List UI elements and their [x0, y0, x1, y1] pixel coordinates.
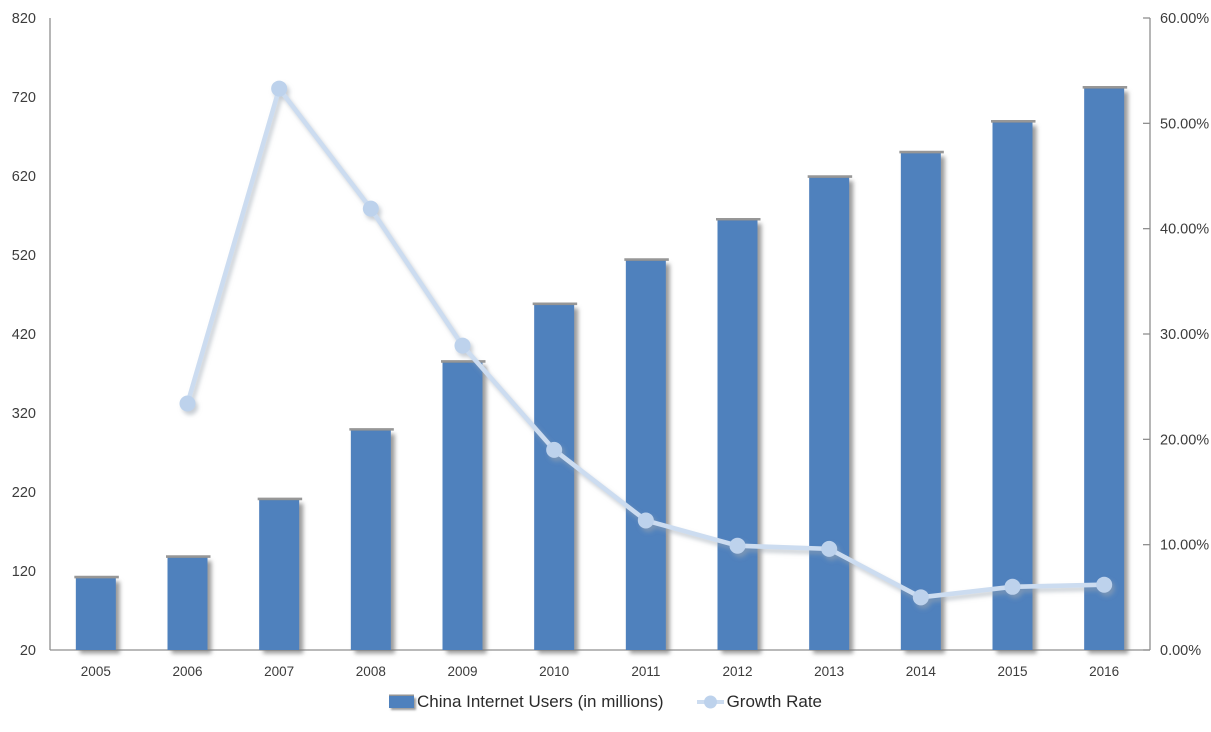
line-series-swatch-icon [696, 694, 724, 710]
growth-rate-marker-2006[interactable] [179, 395, 196, 412]
bar-2011[interactable] [625, 260, 666, 650]
bar-2009[interactable] [442, 362, 483, 650]
growth-rate-marker-2007[interactable] [271, 80, 288, 97]
y-axis-left-tick-label: 520 [12, 248, 36, 264]
bar-2016[interactable] [1084, 88, 1125, 650]
y-axis-left-tick-label: 20 [20, 643, 36, 659]
y-axis-left-tick-label: 120 [12, 564, 36, 580]
legend-item-internet-users[interactable]: China Internet Users (in millions) [388, 692, 664, 712]
y-axis-right-tick-label: 20.00% [1160, 432, 1209, 448]
growth-rate-marker-2013[interactable] [821, 540, 838, 557]
growth-rate-series [179, 80, 1113, 606]
x-axis-label-2008: 2008 [356, 664, 386, 679]
bar-2008[interactable] [350, 430, 391, 650]
growth-rate-marker-2015[interactable] [1004, 578, 1021, 595]
x-axis-label-2013: 2013 [814, 664, 844, 679]
growth-rate-marker-2011[interactable] [637, 512, 654, 529]
bar-2005[interactable] [75, 578, 116, 650]
growth-rate-marker-2008[interactable] [362, 200, 379, 217]
bar-2012[interactable] [717, 220, 758, 651]
bar-series-swatch-icon [388, 696, 414, 708]
growth-rate-marker-2014[interactable] [912, 589, 929, 606]
x-axis-label-2011: 2011 [631, 664, 660, 679]
y-axis-left-tick-label: 320 [12, 406, 36, 422]
x-axis-label-2015: 2015 [997, 664, 1027, 679]
y-axis-right-tick-label: 0.00% [1160, 643, 1201, 659]
x-axis-label-2009: 2009 [447, 664, 477, 679]
x-axis-label-2006: 2006 [172, 664, 202, 679]
growth-rate-marker-2009[interactable] [454, 337, 471, 354]
y-axis-left-tick-label: 820 [12, 11, 36, 27]
chart-legend: China Internet Users (in millions) Growt… [0, 692, 1211, 712]
x-axis-label-2012: 2012 [722, 664, 752, 679]
bar-2007[interactable] [259, 499, 300, 650]
y-axis-right-tick-label: 40.00% [1160, 222, 1209, 238]
y-axis-right-tick-label: 10.00% [1160, 538, 1209, 554]
bar-2006[interactable] [167, 557, 208, 650]
legend-label-internet-users: China Internet Users (in millions) [416, 692, 664, 711]
y-axis-right-tick-label: 50.00% [1160, 116, 1209, 132]
y-axis-left-tick-label: 220 [12, 485, 36, 501]
y-axis-right-tick-label: 60.00% [1160, 11, 1209, 27]
x-axis-label-2014: 2014 [906, 664, 937, 679]
legend-label-growth-rate: Growth Rate [726, 692, 823, 711]
y-axis-right-tick-label: 30.00% [1160, 327, 1209, 343]
bar-2014[interactable] [900, 153, 941, 650]
x-axis-label-2010: 2010 [539, 664, 569, 679]
growth-rate-marker-2010[interactable] [546, 441, 563, 458]
y-axis-left-tick-label: 420 [12, 327, 36, 343]
x-axis-label-2007: 2007 [264, 664, 294, 679]
growth-rate-marker-2012[interactable] [729, 537, 746, 554]
bar-2010[interactable] [534, 304, 575, 650]
growth-rate-marker-2016[interactable] [1096, 576, 1113, 593]
y-axis-left-tick-label: 620 [12, 169, 36, 185]
x-axis-label-2005: 2005 [81, 664, 111, 679]
bar-2015[interactable] [992, 122, 1033, 650]
bar-2013[interactable] [809, 177, 850, 650]
y-axis-left-tick-label: 720 [12, 90, 36, 106]
legend-item-growth-rate[interactable]: Growth Rate [696, 692, 823, 712]
x-axis-label-2016: 2016 [1089, 664, 1119, 679]
